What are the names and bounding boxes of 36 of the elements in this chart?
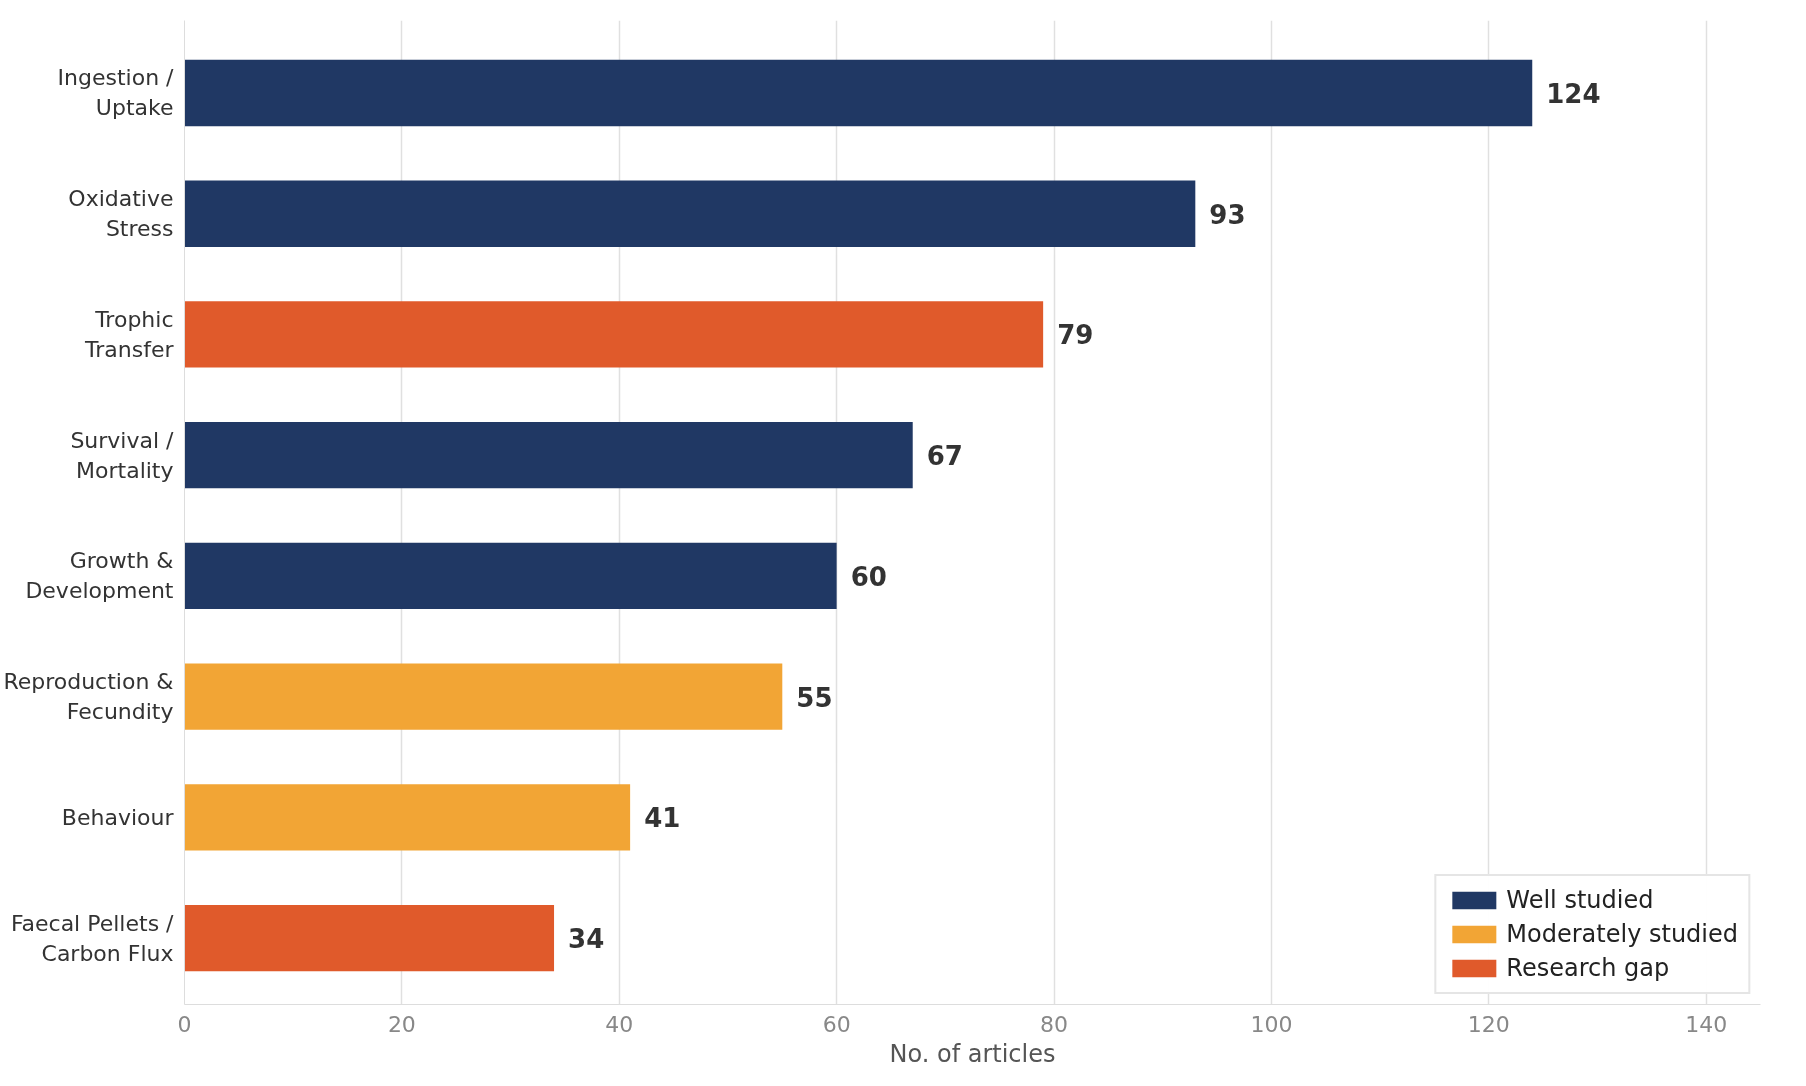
y-tick-label: Faecal Pellets / Carbon Flux xyxy=(10,910,175,966)
data-label: 34 xyxy=(568,924,605,955)
data-label: 79 xyxy=(1057,320,1094,351)
y-tick-label: Growth & Development xyxy=(25,548,174,604)
y-tick-label: Survival / Mortality xyxy=(70,427,175,483)
x-tick-label: 60 xyxy=(822,1011,851,1037)
bar xyxy=(184,663,783,730)
x-tick-label: 20 xyxy=(387,1011,416,1037)
bar xyxy=(184,904,555,972)
data-label: 41 xyxy=(644,803,681,834)
data-label: 67 xyxy=(926,441,963,472)
y-tick-label: Trophic Transfer xyxy=(84,306,175,362)
x-tick-label: 40 xyxy=(605,1011,634,1037)
x-tick-label: 80 xyxy=(1040,1011,1069,1037)
x-tick-label: 120 xyxy=(1467,1011,1510,1037)
data-label: 55 xyxy=(796,682,833,713)
legend-label: Moderately studied xyxy=(1506,920,1738,948)
data-label: 93 xyxy=(1209,199,1246,230)
y-tick-label: Ingestion / Uptake xyxy=(57,65,175,121)
x-tick-label: 140 xyxy=(1685,1011,1728,1037)
x-tick-label: 0 xyxy=(177,1011,192,1037)
data-label: 124 xyxy=(1546,78,1601,109)
bar xyxy=(184,59,1533,127)
x-tick-label: 100 xyxy=(1250,1011,1293,1037)
legend-label: Research gap xyxy=(1506,954,1670,982)
y-tick-label: Oxidative Stress xyxy=(68,186,174,242)
y-tick-label: Reproduction & Fecundity xyxy=(3,669,174,725)
bar xyxy=(184,784,631,851)
x-axis-title: No. of articles xyxy=(889,1039,1056,1068)
bar xyxy=(184,421,913,489)
y-tick-label: Behaviour xyxy=(61,804,175,830)
bar xyxy=(184,301,1044,368)
bar xyxy=(184,180,1196,247)
bar xyxy=(184,542,837,610)
legend-label: Well studied xyxy=(1506,886,1654,914)
data-label: 60 xyxy=(850,561,887,592)
